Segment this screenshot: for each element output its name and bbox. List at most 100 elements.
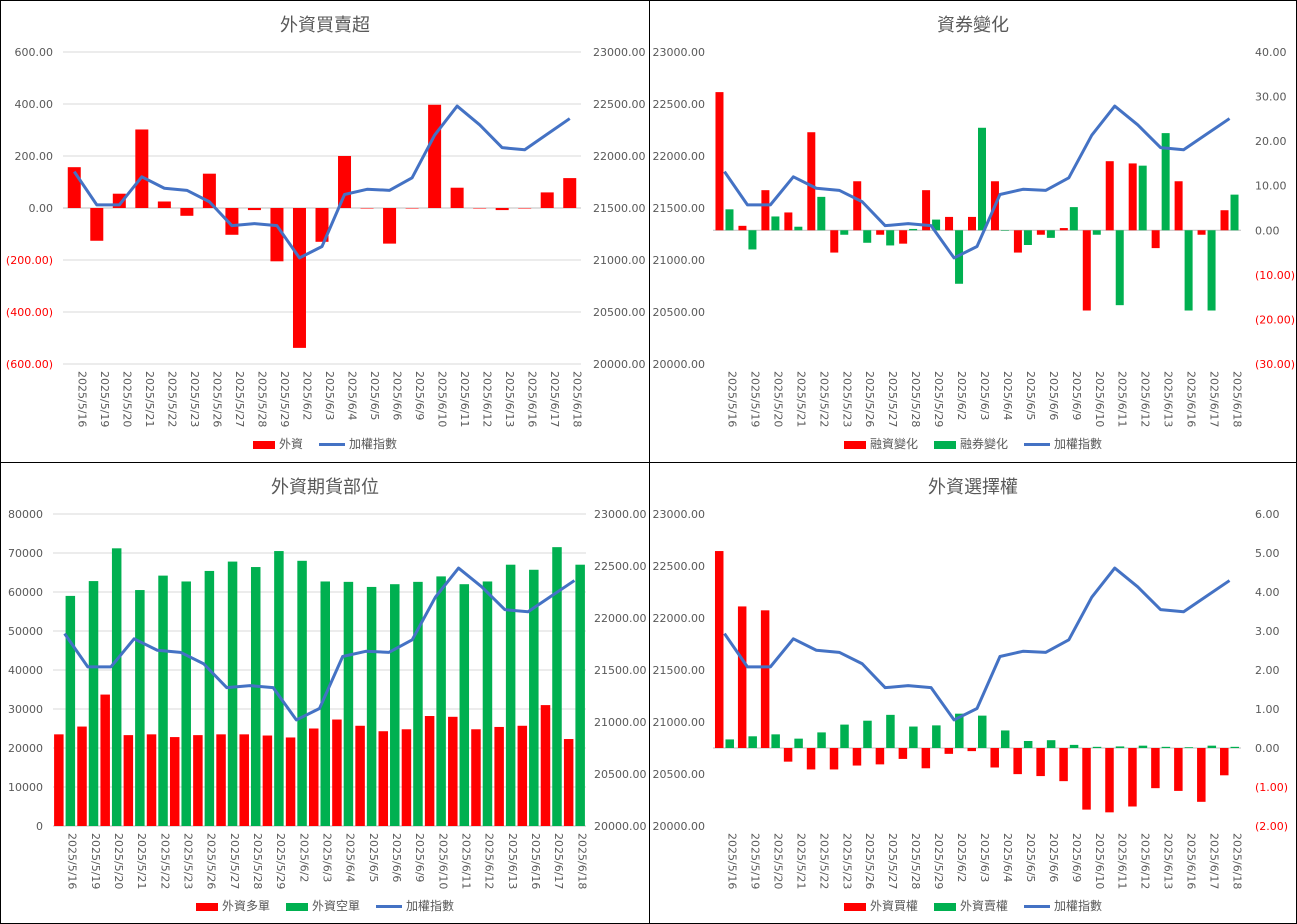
bar-primary — [239, 734, 249, 826]
bar-primary — [216, 734, 226, 826]
x-tick-label: 2025/6/10 — [436, 371, 449, 427]
bar-secondary — [65, 595, 76, 826]
y-right-tick-label: 22500.00 — [594, 560, 647, 573]
bar-primary — [1059, 228, 1068, 231]
bar-secondary — [1069, 744, 1079, 748]
y-right-tick-label: (30.00) — [1255, 358, 1295, 371]
bar-primary — [945, 216, 954, 231]
y-right-tick-label: (2.00) — [1255, 820, 1288, 833]
x-tick-label: 2025/5/22 — [817, 371, 830, 427]
bar-secondary — [1230, 194, 1239, 231]
x-tick-label: 2025/6/11 — [1116, 371, 1129, 427]
y-right-tick-label: 21500.00 — [594, 664, 647, 677]
y-left-tick-label: 22500.00 — [653, 560, 706, 573]
legend-item: 融資變化 — [843, 435, 918, 452]
bar-secondary — [1069, 207, 1078, 231]
bar-primary — [123, 735, 134, 826]
bar-secondary — [1184, 230, 1193, 311]
bar-secondary — [1046, 230, 1055, 238]
bar-secondary — [1023, 740, 1033, 748]
bar-secondary — [88, 581, 99, 826]
y-right-tick-label: 22000.00 — [593, 150, 646, 163]
bar-secondary — [250, 567, 261, 826]
y-left-tick-label: 400.00 — [15, 98, 54, 111]
y-right-tick-label: 20500.00 — [594, 768, 647, 781]
legend-swatch — [195, 902, 218, 911]
y-left-tick-label: 0 — [36, 820, 43, 833]
y-right-tick-label: 21000.00 — [593, 254, 646, 267]
bar-primary — [517, 725, 528, 826]
y-right-tick-label: (20.00) — [1255, 313, 1295, 326]
legend-label: 加權指數 — [1054, 899, 1103, 913]
x-tick-label: 2025/6/5 — [1024, 371, 1037, 420]
y-left-tick-label: 23000.00 — [653, 46, 706, 59]
y-left-tick-label: 70000 — [8, 547, 43, 560]
x-tick-label: 2025/6/2 — [300, 371, 313, 420]
bar-secondary — [1115, 746, 1125, 748]
x-tick-label: 2025/6/12 — [1139, 833, 1152, 889]
bar-secondary — [459, 584, 470, 826]
x-tick-label: 2025/5/20 — [120, 371, 133, 427]
chart-panel-futures-position: 外資期貨部位 0 10000 20000 30000 40000 50000 60000 70… — [0, 462, 650, 924]
chart-svg: (600.00) (400.00) (200.00) 0.00 200.00 400.00… — [6, 46, 646, 427]
y-right-tick-label: 6.00 — [1255, 508, 1280, 521]
x-tick-label: 2025/6/18 — [575, 833, 588, 889]
y-left-tick-label: 30000 — [8, 703, 43, 716]
legend-swatch — [319, 443, 345, 446]
x-tick-label: 2025/6/11 — [458, 371, 471, 427]
bar-secondary — [181, 581, 191, 826]
bar-primary — [876, 230, 885, 235]
bar-secondary — [575, 564, 585, 826]
bar-primary — [270, 208, 284, 262]
x-tick-label: 2025/5/26 — [863, 371, 876, 427]
bar-primary — [784, 212, 793, 231]
x-tick-label: 2025/6/12 — [1139, 371, 1152, 427]
bar-primary — [193, 735, 203, 826]
bar-secondary — [1138, 165, 1147, 231]
bar-primary — [77, 726, 87, 826]
bar-primary — [1105, 161, 1114, 231]
y-left-tick-label: 200.00 — [15, 150, 54, 163]
bar-secondary — [204, 570, 215, 826]
x-tick-label: 2025/6/6 — [391, 371, 404, 420]
bar-primary — [383, 208, 397, 244]
bar-primary — [852, 748, 862, 766]
y-right-tick-label: 30.00 — [1255, 91, 1287, 104]
bar-primary — [829, 748, 839, 770]
legend-label: 加權指數 — [349, 437, 398, 451]
bar-primary — [338, 156, 352, 208]
x-tick-label: 2025/6/13 — [506, 833, 519, 889]
bar-secondary — [817, 196, 826, 231]
bar-primary — [990, 748, 999, 768]
x-tick-label: 2025/6/16 — [526, 371, 539, 427]
bar-primary — [1151, 230, 1160, 249]
bar-primary — [448, 716, 458, 826]
bar-secondary — [932, 219, 941, 231]
bar-secondary — [978, 127, 986, 231]
bar-primary — [405, 208, 419, 209]
y-left-tick-label: 21000.00 — [653, 254, 706, 267]
chart-legend: 外資買權 外資賣權 加權指數 — [650, 897, 1296, 914]
x-tick-label: 2025/5/28 — [909, 371, 922, 427]
x-tick-label: 2025/6/11 — [460, 833, 473, 889]
bar-primary — [1197, 230, 1206, 235]
bar-secondary — [725, 739, 734, 748]
x-tick-label: 2025/6/4 — [344, 833, 357, 882]
y-right-tick-label: 3.00 — [1255, 625, 1280, 638]
x-tick-label: 2025/6/5 — [368, 371, 381, 420]
y-left-tick-label: (600.00) — [6, 358, 53, 371]
y-right-tick-label: 20000.00 — [594, 820, 647, 833]
chart-legend: 融資變化 融券變化 加權指數 — [650, 435, 1296, 452]
bar-secondary — [932, 725, 941, 748]
bar-secondary — [1046, 740, 1056, 748]
x-tick-label: 2025/5/20 — [771, 833, 784, 889]
bar-secondary — [158, 575, 168, 826]
bar-secondary — [227, 561, 238, 826]
x-tick-label: 2025/5/28 — [909, 833, 922, 889]
chart-legend: 外資多單 外資空單 加權指數 — [1, 897, 649, 914]
bar-secondary — [1023, 230, 1032, 245]
chart-title: 外資買賣超 — [280, 15, 370, 36]
x-tick-label: 2025/6/4 — [1001, 371, 1014, 420]
legend-swatch — [376, 905, 402, 908]
legend-swatch — [252, 440, 275, 449]
